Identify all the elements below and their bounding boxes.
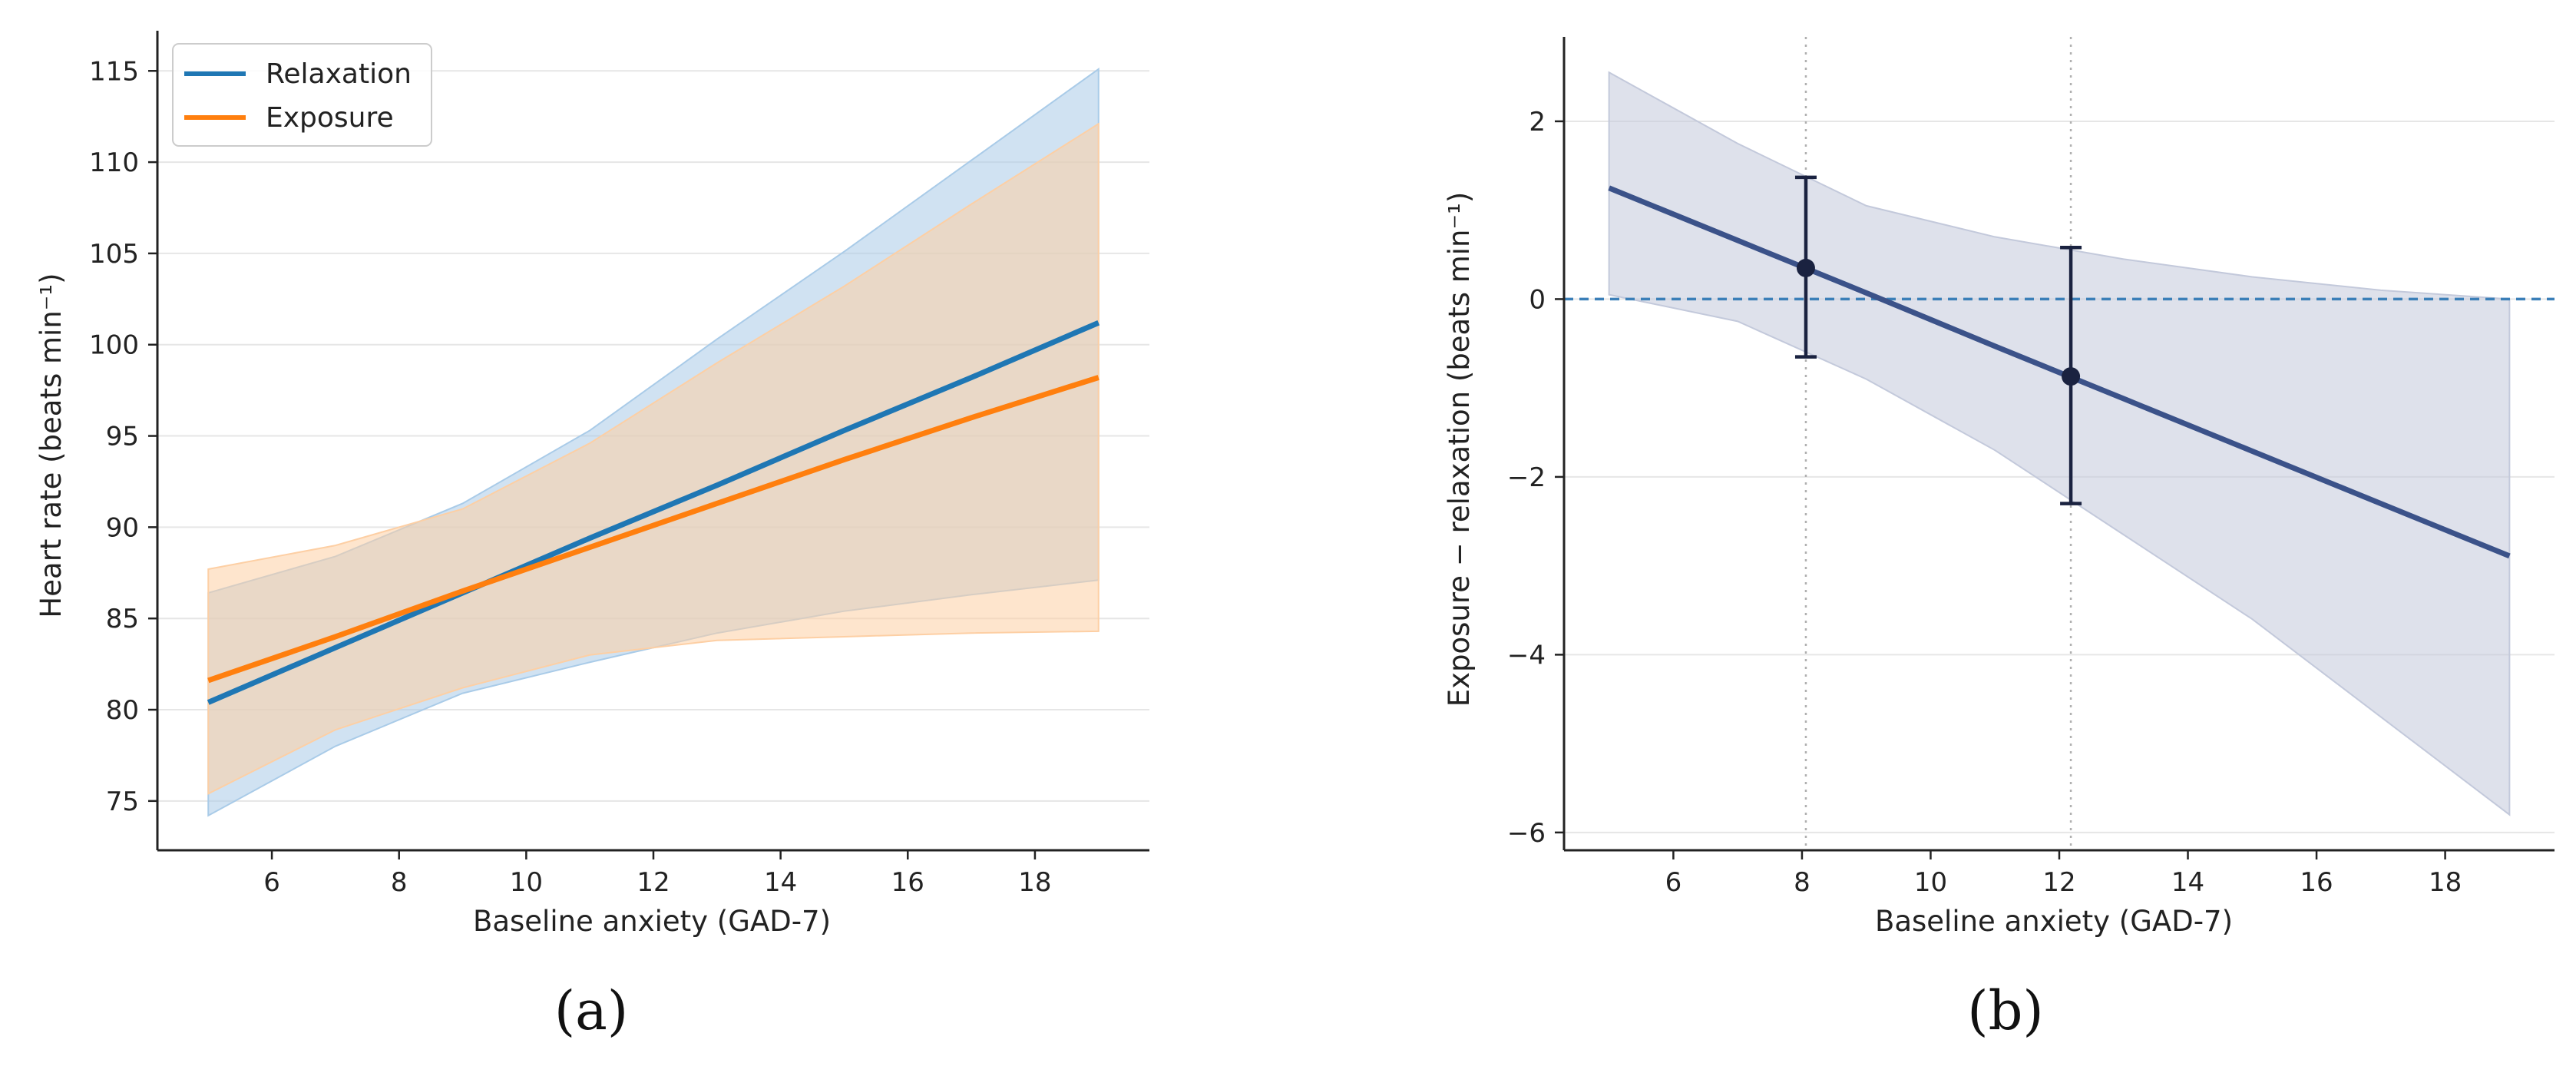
legend-relaxation-label: Relaxation (266, 58, 412, 90)
panel-b-x-axis-label: Baseline anxiety (GAD-7) (1875, 905, 2233, 938)
y-tick-label: 85 (106, 604, 139, 634)
y-tick-label: 115 (89, 56, 139, 87)
y-tick-label: −2 (1507, 462, 1546, 493)
y-tick-label: 105 (89, 239, 139, 270)
y-tick-label: 75 (106, 787, 139, 817)
panel-a-x-axis-label: Baseline anxiety (GAD-7) (473, 905, 831, 938)
x-tick-label: 14 (764, 867, 797, 898)
x-tick-label: 12 (2042, 867, 2075, 898)
x-tick-label: 12 (637, 867, 670, 898)
panel-b-confidence-band (1608, 71, 2511, 816)
x-tick-label: 10 (1914, 867, 1947, 898)
panel-b-vertical-reference-lines (1804, 37, 2072, 850)
confidence-band-difference (1608, 71, 2511, 816)
x-tick-label: 18 (1018, 867, 1051, 898)
x-tick-label: 16 (2300, 867, 2333, 898)
panel-a-legend: Relaxation Exposure (172, 43, 432, 147)
x-tick-label: 14 (2171, 867, 2204, 898)
x-tick-label: 8 (391, 867, 408, 898)
data-point (1796, 258, 1815, 277)
panel-b-points (1794, 175, 2082, 505)
x-tick-label: 18 (2429, 867, 2462, 898)
x-tick-label: 16 (891, 867, 924, 898)
panel-a-chart: 6 8 10 12 14 16 18 75 80 85 90 95 100 105 110 115 Basel… (35, 31, 1149, 1042)
y-tick-label: 110 (89, 147, 139, 178)
legend-exposure-label: Exposure (266, 102, 394, 134)
y-tick-label: −4 (1507, 640, 1546, 671)
panel-a-y-axis-label: Heart rate (beats min⁻¹) (35, 273, 68, 618)
x-tick-label: 6 (1665, 867, 1682, 898)
panel-b-ticks: 6 8 10 12 14 16 18 −6 −4 −2 0 2 (1507, 107, 2462, 898)
y-tick-label: 0 (1529, 284, 1546, 315)
series-line-exposure (207, 375, 1100, 684)
panel-b-series-line (1608, 185, 2511, 559)
y-tick-label: 100 (89, 330, 139, 361)
x-tick-label: 8 (1794, 867, 1810, 898)
panel-a-series-lines (207, 320, 1100, 705)
panel-a-confidence-bands (207, 67, 1100, 817)
panel-a-ticks: 6 8 10 12 14 16 18 75 80 85 90 95 100 105 110 115 (89, 56, 1051, 898)
series-line-relaxation (207, 320, 1100, 705)
panel-b-label: (b) (1967, 979, 2043, 1042)
panel-a-label: (a) (554, 979, 628, 1042)
data-point (2062, 367, 2081, 386)
panel-b-y-axis-label: Exposure − relaxation (beats min⁻¹) (1443, 192, 1476, 707)
series-line-difference (1608, 185, 2511, 559)
y-tick-label: 80 (106, 695, 139, 726)
panel-b-chart: 6 8 10 12 14 16 18 −6 −4 −2 0 2 Baseline anxiety (G… (1443, 37, 2555, 1042)
x-tick-label: 10 (510, 867, 543, 898)
confidence-band-exposure (207, 122, 1100, 795)
legend-frame (172, 43, 432, 147)
x-tick-label: 6 (263, 867, 280, 898)
y-tick-label: −6 (1507, 818, 1546, 849)
y-tick-label: 2 (1529, 107, 1546, 137)
y-tick-label: 95 (106, 422, 139, 452)
y-tick-label: 90 (106, 512, 139, 543)
